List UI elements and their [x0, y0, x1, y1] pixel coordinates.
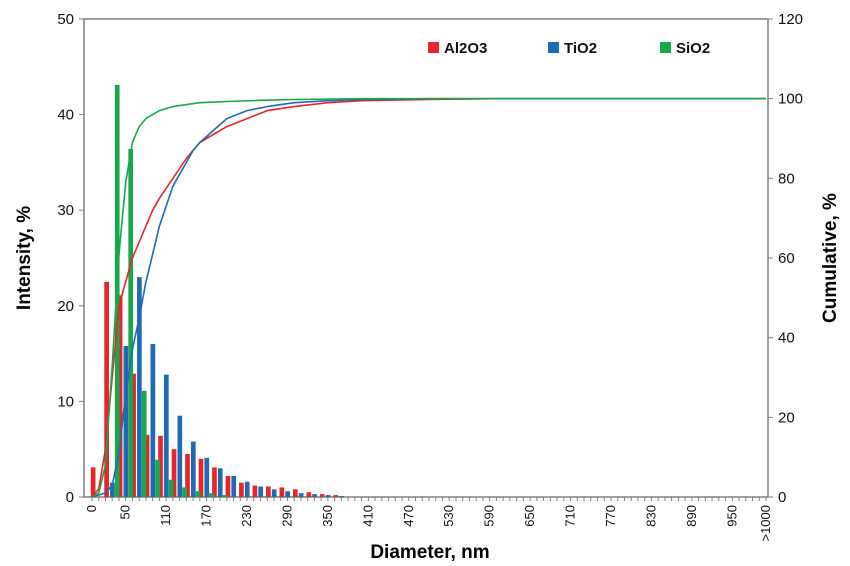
x-tick-label: 650 [522, 505, 537, 527]
bar-tio2 [271, 489, 277, 497]
bar-al2o3 [90, 467, 96, 497]
x-tick-label: >1000 [758, 505, 773, 542]
bar-al2o3 [319, 494, 325, 497]
left-y-tick-label: 50 [57, 11, 74, 28]
legend-label-tio2: TiO2 [564, 40, 597, 57]
right-y-tick-label: 100 [778, 91, 803, 108]
legend-label-al2o3: Al2O3 [444, 40, 487, 57]
bar-tio2 [150, 344, 156, 497]
bar-tio2 [312, 494, 317, 497]
bar-sio2 [128, 149, 134, 498]
left-y-tick-label: 10 [57, 393, 74, 410]
cumulative-line-sio2 [91, 97, 766, 498]
right-y-tick-label: 40 [778, 330, 795, 347]
bar-sio2 [155, 459, 161, 497]
bar-tio2 [137, 277, 142, 497]
bar-tio2 [190, 441, 196, 497]
left-y-tick-label: 20 [57, 298, 74, 315]
bar-al2o3 [171, 449, 177, 497]
bar-tio2 [110, 482, 115, 497]
x-tick-label: 410 [360, 505, 375, 527]
x-tick-label: 230 [239, 505, 254, 527]
bar-tio2 [339, 496, 344, 497]
x-tick-label: 530 [441, 505, 456, 527]
legend: Al2O3 TiO2 SiO2 [428, 40, 710, 57]
bar-sio2 [209, 493, 214, 497]
bar-tio2 [177, 415, 183, 497]
bar-tio2 [163, 374, 169, 497]
bar-sio2 [168, 479, 174, 497]
cumulative-line-tio2 [91, 97, 766, 498]
left-y-tick-label: 40 [57, 107, 74, 124]
bar-al2o3 [306, 492, 312, 497]
bar-al2o3 [117, 295, 123, 497]
x-tick-label: 590 [482, 505, 497, 527]
bar-al2o3 [333, 495, 339, 497]
legend-swatch-sio2 [660, 42, 671, 53]
right-y-tick-label: 60 [778, 250, 795, 267]
legend-swatch-al2o3 [428, 42, 439, 53]
plot-area [83, 18, 769, 498]
bar-al2o3 [158, 435, 163, 497]
x-tick-label: 950 [724, 505, 739, 527]
x-axis: 0 50 110 170 230 290 350 410 470 530 590 650 710 770 8… [84, 497, 773, 542]
right-y-tick-label: 20 [778, 409, 795, 426]
right-y-axis-title: Cumulative, % [820, 193, 841, 323]
bar-al2o3 [252, 485, 258, 497]
bar-tio2 [123, 345, 129, 497]
x-tick-label: 170 [199, 505, 214, 527]
left-y-axis: 0 10 20 30 40 50 [57, 11, 84, 506]
left-y-tick-label: 0 [66, 489, 74, 506]
bar-al2o3 [104, 281, 109, 497]
bar-tio2 [231, 475, 237, 497]
x-tick-label: 710 [563, 505, 578, 527]
bar-sio2 [182, 487, 187, 497]
bar-tio2 [325, 495, 331, 497]
x-tick-label: 830 [643, 505, 658, 527]
right-y-tick-label: 80 [778, 170, 795, 187]
left-y-tick-label: 30 [57, 202, 74, 219]
x-tick-label: 770 [603, 505, 618, 527]
bar-al2o3 [131, 373, 136, 497]
bar-al2o3 [225, 475, 231, 497]
x-tick-label: 110 [158, 505, 173, 526]
bar-tio2 [244, 481, 250, 497]
x-tick-label: 290 [279, 505, 294, 527]
right-y-tick-label: 120 [778, 11, 803, 28]
legend-label-sio2: SiO2 [676, 40, 710, 57]
bar-al2o3 [144, 434, 150, 497]
x-tick-label: 470 [401, 505, 416, 527]
bar-tio2 [204, 457, 210, 497]
bar-al2o3 [198, 458, 204, 497]
x-tick-label: 350 [320, 505, 335, 527]
bar-al2o3 [212, 467, 217, 497]
x-tick-label: 50 [118, 505, 133, 519]
x-axis-title: Diameter, nm [370, 542, 489, 563]
bar-tio2 [285, 491, 291, 497]
x-tick-label: 890 [684, 505, 699, 527]
cumulative-lines [91, 97, 766, 498]
bar-tio2 [298, 493, 304, 497]
bar-tio2 [217, 468, 223, 497]
bar-al2o3 [266, 486, 271, 497]
right-y-axis: 0 20 40 60 80 100 120 [768, 11, 803, 506]
bar-sio2 [222, 495, 228, 497]
bar-sio2 [141, 390, 147, 497]
bar-al2o3 [292, 489, 298, 497]
bar-sio2 [195, 491, 201, 497]
left-y-axis-title: Intensity, % [14, 206, 35, 310]
bar-al2o3 [239, 482, 244, 497]
bar-al2o3 [185, 453, 190, 497]
legend-swatch-tio2 [548, 42, 559, 53]
intensity-bars [90, 84, 344, 498]
x-tick-label: 0 [84, 505, 99, 512]
right-y-tick-label: 0 [778, 489, 786, 506]
bar-tio2 [258, 486, 264, 497]
bar-al2o3 [279, 487, 285, 497]
cumulative-line-al2o3 [91, 97, 766, 498]
